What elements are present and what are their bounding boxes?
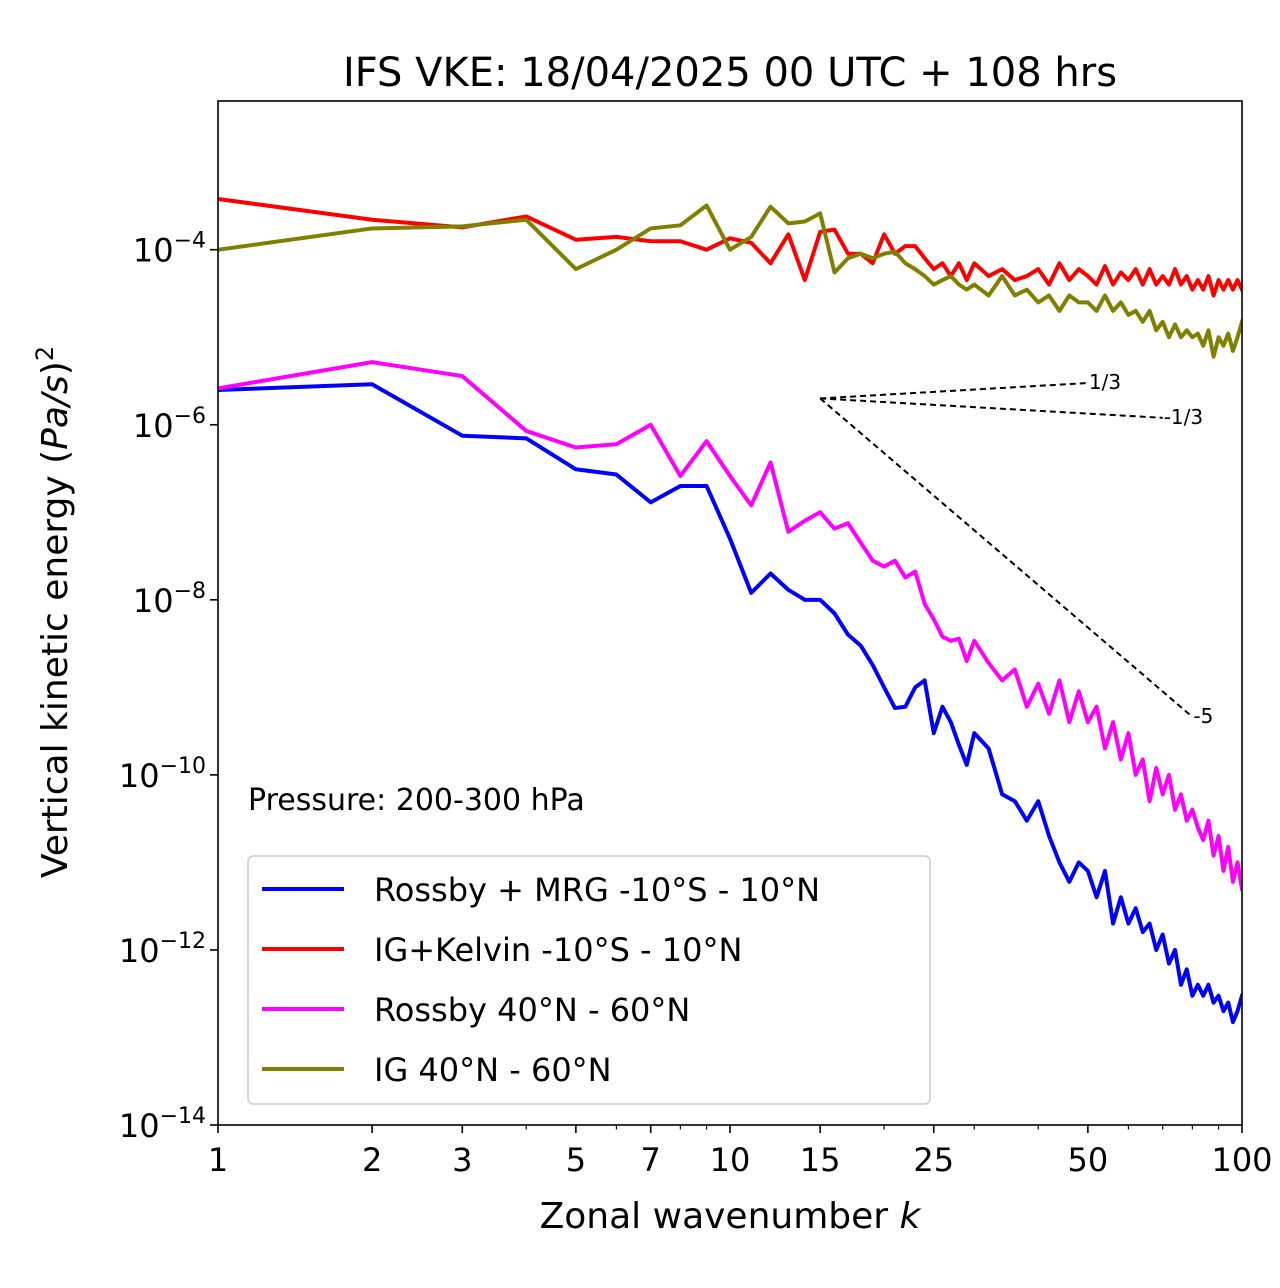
x-tick-label-50: 50 bbox=[1068, 1141, 1109, 1179]
legend-entries: Rossby + MRG -10°S - 10°N IG+Kelvin -10°S… bbox=[262, 871, 820, 1089]
plot-area bbox=[218, 196, 1242, 1025]
y-tick-base: 10 bbox=[119, 932, 160, 970]
legend-label-ig-kelvin-10-s-10-n: IG+Kelvin -10°S - 10°N bbox=[374, 931, 742, 969]
chart-title: IFS VKE: 18/04/2025 00 UTC + 108 hrs bbox=[343, 50, 1117, 96]
y-axis-label-var: Pa/s bbox=[35, 375, 76, 450]
y-tick-exp: −14 bbox=[160, 1104, 206, 1129]
pressure-annotation: Pressure: 200-300 hPa bbox=[248, 783, 585, 818]
x-axis-ticks: 1 2 3 5 7 10 15 25 50 100 bbox=[208, 1125, 1273, 1179]
x-tick-label-5: 5 bbox=[566, 1141, 586, 1179]
slope-label-5: -5 bbox=[1193, 704, 1213, 728]
y-tick-exp: −4 bbox=[174, 229, 206, 254]
y-axis-label-suffix: ) bbox=[35, 361, 76, 375]
y-tick-label: 10−4 bbox=[133, 229, 206, 270]
y-axis-label: Vertical kinetic energy (Pa/s)2 bbox=[31, 346, 76, 878]
slope-label-1-3: -1/3 bbox=[1164, 405, 1203, 429]
x-tick-label-2: 2 bbox=[362, 1141, 382, 1179]
slope-line-1-3 bbox=[820, 382, 1088, 400]
x-axis-label: Zonal wavenumber k bbox=[540, 1196, 923, 1237]
y-tick-label: 10−6 bbox=[133, 404, 206, 445]
series-line-rossby-40-n-60-n bbox=[218, 360, 1242, 892]
x-axis-label-text: Zonal wavenumber bbox=[540, 1196, 900, 1237]
y-tick-label: 10−12 bbox=[119, 929, 206, 970]
x-tick-label-25: 25 bbox=[913, 1141, 954, 1179]
x-tick-label-3: 3 bbox=[452, 1141, 472, 1179]
legend-label-rossby-40-n-60-n: Rossby 40°N - 60°N bbox=[374, 991, 690, 1029]
slope-line-5 bbox=[819, 397, 1194, 718]
y-tick-base: 10 bbox=[133, 232, 174, 270]
slope-label-1-3: 1/3 bbox=[1089, 370, 1121, 394]
y-tick-label: 10−8 bbox=[133, 579, 206, 620]
legend-label-ig-40-n-60-n: IG 40°N - 60°N bbox=[374, 1051, 612, 1089]
y-tick-base: 10 bbox=[119, 757, 160, 795]
y-tick-exp: −8 bbox=[174, 579, 206, 604]
series-line-ig-kelvin-10-s-10-n bbox=[218, 196, 1242, 298]
y-tick-base: 10 bbox=[133, 407, 174, 445]
y-tick-label: 10−10 bbox=[119, 754, 206, 795]
series-line-rossby-mrg-10-s-10-n bbox=[218, 382, 1242, 1025]
y-tick-base: 10 bbox=[133, 582, 174, 620]
y-tick-exp: −6 bbox=[174, 404, 206, 429]
legend-label-rossby-mrg-10-s-10-n: Rossby + MRG -10°S - 10°N bbox=[374, 871, 820, 909]
x-axis-label-var: k bbox=[900, 1196, 923, 1237]
y-tick-exp: −10 bbox=[160, 754, 206, 779]
x-tick-label-7: 7 bbox=[641, 1141, 661, 1179]
x-tick-label-1: 1 bbox=[208, 1141, 228, 1179]
legend-box bbox=[247, 855, 931, 1105]
x-tick-label-10: 10 bbox=[710, 1141, 751, 1179]
y-tick-label: 10−14 bbox=[119, 1104, 206, 1145]
series-line-ig-40-n-60-n bbox=[218, 203, 1242, 359]
slope-line-1-3 bbox=[820, 397, 1163, 419]
legend: Rossby + MRG -10°S - 10°N IG+Kelvin -10°S… bbox=[247, 855, 931, 1105]
y-axis-label-text: Vertical kinetic energy ( bbox=[35, 450, 76, 878]
y-tick-exp: −12 bbox=[160, 929, 206, 954]
y-tick-base: 10 bbox=[119, 1107, 160, 1145]
x-tick-label-100: 100 bbox=[1211, 1141, 1272, 1179]
y-axis-label-exp: 2 bbox=[31, 346, 59, 361]
x-tick-label-15: 15 bbox=[800, 1141, 841, 1179]
